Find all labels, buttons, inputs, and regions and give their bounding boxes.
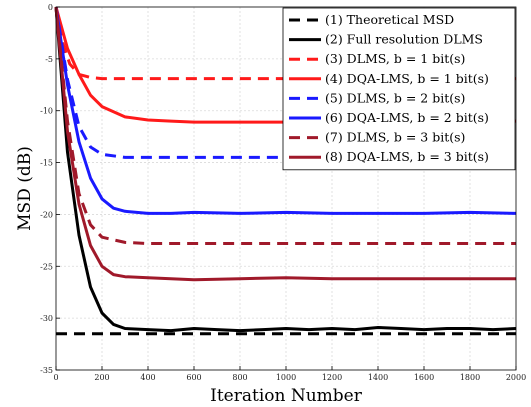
- y-tick-label: -10: [40, 107, 53, 116]
- legend-label-1: (1) Theoretical MSD: [325, 12, 454, 27]
- legend-label-6: (6) DQA-LMS, b = 2 bit(s): [325, 110, 489, 125]
- legend-label-2: (2) Full resolution DLMS: [325, 32, 483, 47]
- x-axis-label: Iteration Number: [210, 386, 363, 406]
- x-tick-label: 1200: [322, 373, 342, 382]
- legend-label-7: (7) DLMS, b = 3 bit(s): [325, 130, 465, 145]
- x-tick-label: 1000: [276, 373, 296, 382]
- legend-label-8: (8) DQA-LMS, b = 3 bit(s): [325, 149, 489, 164]
- x-tick-label: 2000: [506, 373, 526, 382]
- legend-label-3: (3) DLMS, b = 1 bit(s): [325, 51, 465, 66]
- x-tick-label: 0: [53, 373, 58, 382]
- x-tick-label: 1600: [414, 373, 434, 382]
- y-tick-label: -15: [40, 159, 53, 168]
- y-tick-label: 0: [48, 3, 53, 12]
- x-tick-label: 400: [140, 373, 155, 382]
- x-tick-label: 1800: [460, 373, 480, 382]
- legend-label-4: (4) DQA-LMS, b = 1 bit(s): [325, 71, 489, 86]
- y-tick-label: -5: [45, 55, 53, 64]
- legend: (1) Theoretical MSD (2) Full resolution D…: [283, 8, 515, 170]
- y-axis-label: MSD (dB): [15, 146, 35, 231]
- x-tick-label: 200: [94, 373, 109, 382]
- legend-label-5: (5) DLMS, b = 2 bit(s): [325, 90, 465, 105]
- x-tick-label: 1400: [368, 373, 388, 382]
- y-tick-label: -25: [40, 262, 53, 271]
- y-tick-label: -30: [40, 314, 53, 323]
- x-tick-label: 600: [186, 373, 201, 382]
- y-tick-label: -20: [40, 210, 53, 219]
- y-tick-label: -35: [40, 366, 53, 375]
- x-tick-label: 800: [232, 373, 247, 382]
